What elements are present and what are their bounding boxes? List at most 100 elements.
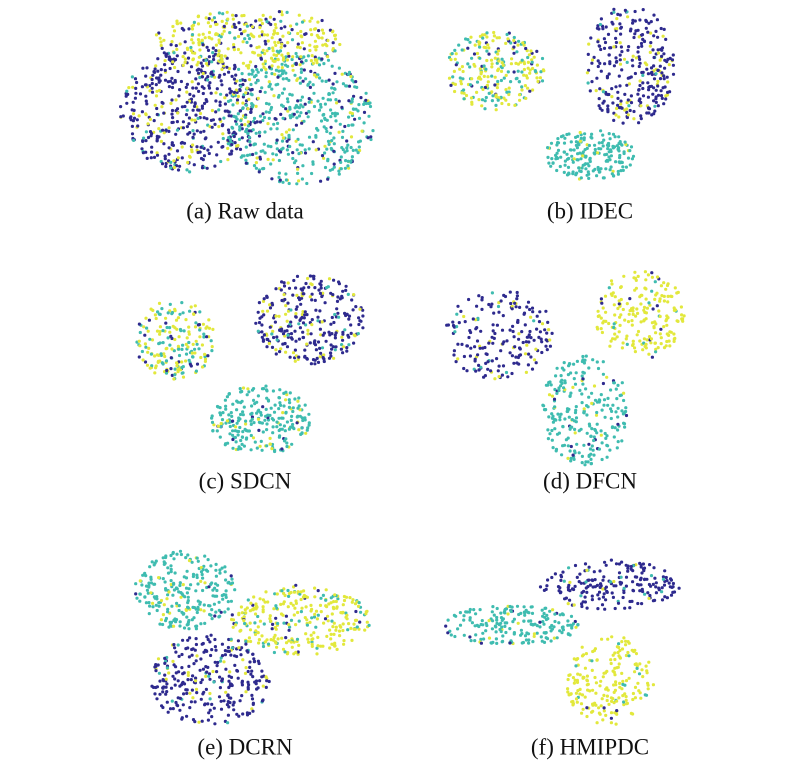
point <box>301 79 305 83</box>
point <box>294 286 298 290</box>
point <box>509 301 513 306</box>
point <box>310 616 314 620</box>
point <box>582 443 586 447</box>
point <box>483 99 487 103</box>
point <box>246 124 250 128</box>
point <box>624 639 628 643</box>
point <box>159 68 163 72</box>
point <box>296 42 300 46</box>
point <box>657 588 661 592</box>
point <box>251 603 255 607</box>
point <box>358 620 362 624</box>
point <box>187 70 191 74</box>
point <box>214 91 218 95</box>
point <box>484 629 488 633</box>
point <box>619 575 623 579</box>
point <box>632 117 636 121</box>
point <box>330 86 334 90</box>
point <box>612 325 616 330</box>
point <box>476 76 481 80</box>
point <box>210 702 214 707</box>
point <box>484 67 488 71</box>
point <box>654 585 658 589</box>
point <box>225 395 229 399</box>
point <box>453 82 457 86</box>
point <box>358 307 362 311</box>
point <box>568 580 572 585</box>
point <box>590 594 594 598</box>
point <box>579 594 583 598</box>
point <box>251 152 255 157</box>
point <box>609 148 613 152</box>
point <box>191 108 195 112</box>
point <box>169 43 173 47</box>
point <box>256 310 260 314</box>
point <box>640 668 644 672</box>
point <box>294 312 298 316</box>
point <box>565 132 569 137</box>
point <box>193 351 197 355</box>
point <box>590 444 594 448</box>
point <box>654 350 658 354</box>
point <box>172 624 176 628</box>
point <box>355 625 359 629</box>
point <box>605 434 609 438</box>
point <box>343 124 347 129</box>
point <box>641 675 645 679</box>
point <box>206 702 210 706</box>
point <box>259 411 263 415</box>
point <box>195 610 199 615</box>
point <box>206 148 210 152</box>
point <box>173 571 177 575</box>
point <box>192 94 196 98</box>
point <box>171 34 175 38</box>
point <box>633 575 638 579</box>
point <box>493 624 497 628</box>
point <box>583 463 587 467</box>
point <box>291 603 295 607</box>
point <box>612 381 617 385</box>
point <box>298 46 302 50</box>
point <box>527 611 531 615</box>
point <box>665 332 669 336</box>
point <box>238 147 243 151</box>
point <box>121 114 125 118</box>
point <box>345 349 349 353</box>
point <box>576 689 580 693</box>
point <box>337 66 341 70</box>
point <box>650 113 654 117</box>
point <box>266 122 270 126</box>
point <box>156 310 160 314</box>
point <box>475 304 479 308</box>
point <box>190 688 194 692</box>
point <box>492 336 496 340</box>
point <box>245 127 249 131</box>
point <box>500 625 504 629</box>
point <box>513 103 517 107</box>
point <box>147 601 151 605</box>
point <box>265 422 269 426</box>
point <box>234 425 238 429</box>
point <box>254 73 258 77</box>
point <box>310 607 314 611</box>
point <box>487 619 491 623</box>
point <box>287 623 291 627</box>
point <box>224 21 229 25</box>
point <box>212 602 216 606</box>
point <box>558 629 562 633</box>
point <box>295 274 300 278</box>
point <box>567 407 571 411</box>
point <box>157 127 161 131</box>
point <box>605 455 609 459</box>
point <box>468 616 472 620</box>
point <box>496 82 500 86</box>
point <box>245 713 250 717</box>
point <box>189 700 193 704</box>
point <box>164 321 168 325</box>
point <box>205 99 209 103</box>
point <box>462 314 466 319</box>
point <box>216 660 220 665</box>
point <box>507 102 511 107</box>
point <box>459 79 463 83</box>
point <box>558 418 562 422</box>
